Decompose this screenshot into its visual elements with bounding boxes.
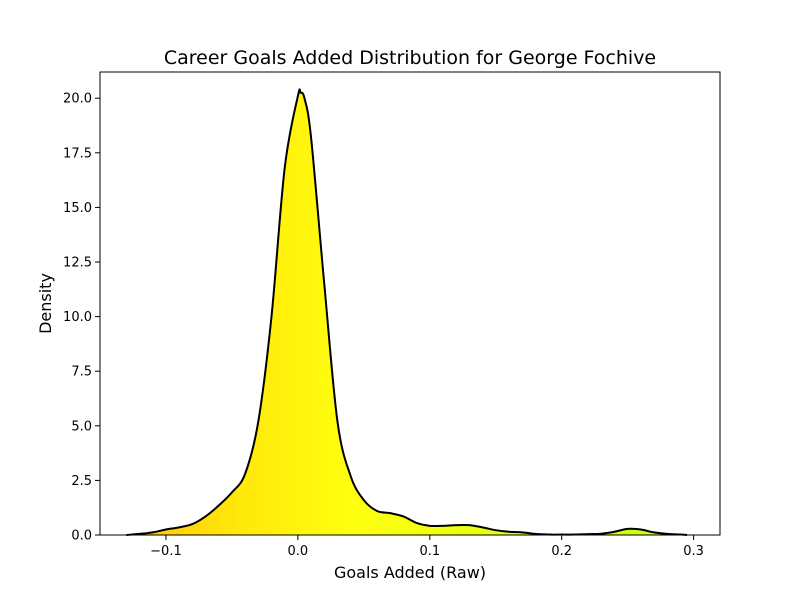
y-tick-label: 10.0 xyxy=(63,310,92,325)
y-tick-label: 5.0 xyxy=(71,419,92,434)
y-axis-label: Density xyxy=(36,273,55,334)
x-tick-label: −0.1 xyxy=(150,544,182,559)
x-tick-label: 0.3 xyxy=(683,544,704,559)
y-tick-label: 17.5 xyxy=(63,146,92,161)
x-axis-label: Goals Added (Raw) xyxy=(334,563,486,582)
x-tick-label: 0.0 xyxy=(288,544,309,559)
x-tick-label: 0.2 xyxy=(551,544,572,559)
y-tick-label: 2.5 xyxy=(71,474,92,489)
y-tick-label: 20.0 xyxy=(63,92,92,107)
plot-area: −0.1 0.0 0.1 0.2 0.3 0.0 2.5 5.0 7.5 10.0 12.5 15.0… xyxy=(63,71,721,559)
density-area xyxy=(126,89,688,536)
density-line xyxy=(126,88,688,536)
chart-title: Career Goals Added Distribution for Geor… xyxy=(164,47,656,69)
y-tick-label: 15.0 xyxy=(63,201,92,216)
x-tick-label: 0.1 xyxy=(419,544,440,559)
y-tick-label: 0.0 xyxy=(71,529,92,544)
y-tick-label: 7.5 xyxy=(71,365,92,380)
plot-frame xyxy=(99,71,721,536)
y-tick-label: 12.5 xyxy=(63,256,92,271)
